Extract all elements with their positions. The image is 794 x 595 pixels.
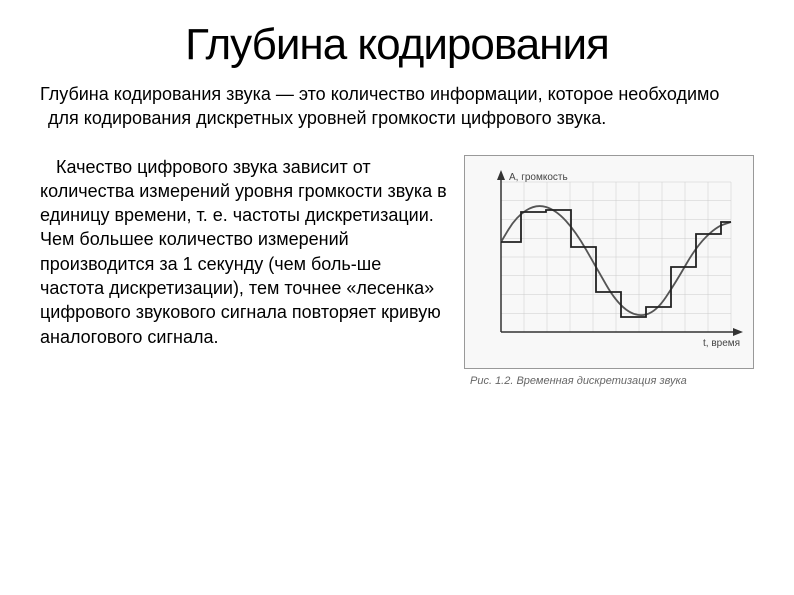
page-title: Глубина кодирования bbox=[40, 20, 754, 70]
chart-container: А, громкость t, время Рис. 1.2. Временная… bbox=[464, 155, 754, 387]
body-paragraph: Качество цифрового звука зависит от коли… bbox=[40, 155, 448, 387]
discretization-chart: А, громкость t, время bbox=[471, 162, 749, 362]
content-row: Качество цифрового звука зависит от коли… bbox=[40, 155, 754, 387]
svg-text:t, время: t, время bbox=[703, 338, 740, 349]
svg-text:А, громкость: А, громкость bbox=[509, 172, 568, 183]
intro-paragraph: Глубина кодирования звука — это количест… bbox=[40, 82, 754, 131]
chart-box: А, громкость t, время bbox=[464, 155, 754, 369]
chart-caption: Рис. 1.2. Временная дискретизация звука bbox=[464, 375, 754, 387]
